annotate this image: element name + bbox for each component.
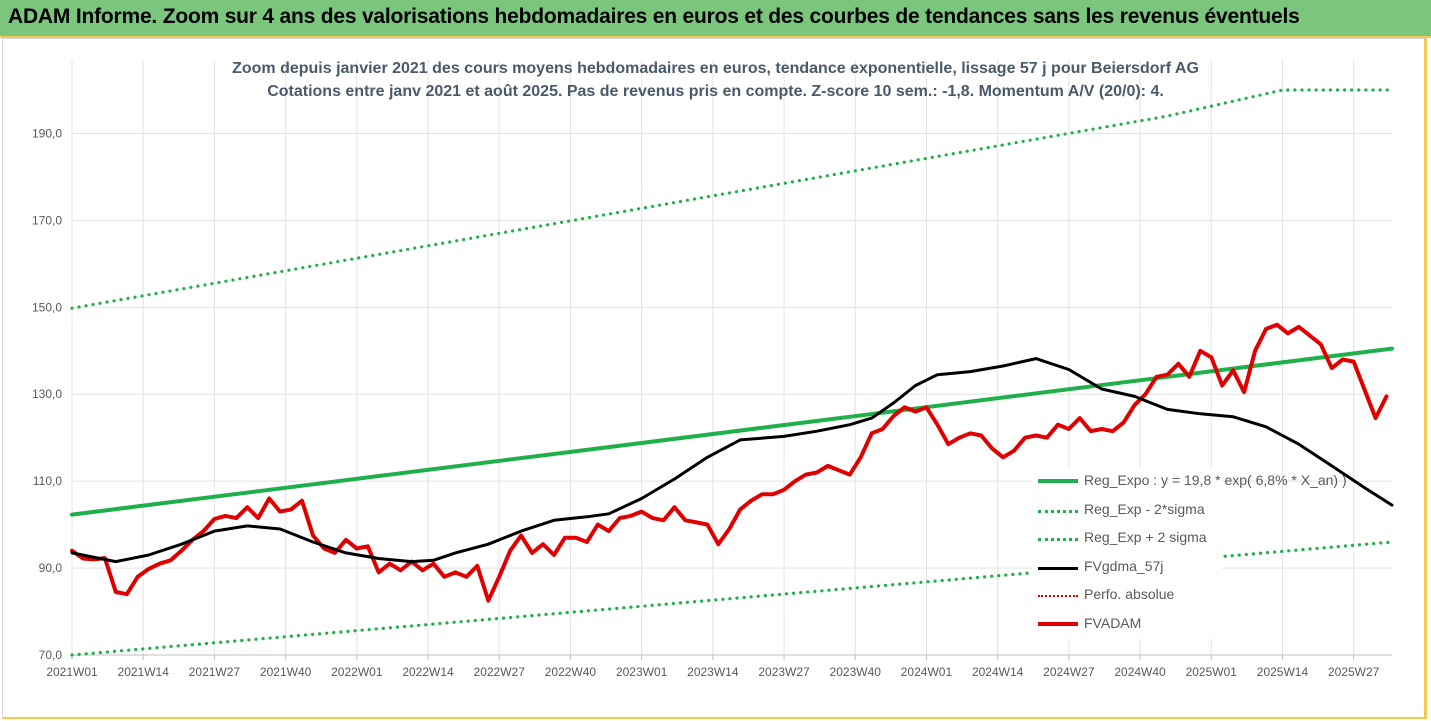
series-line-3 bbox=[70, 357, 1394, 564]
x-tick-label: 2023W14 bbox=[687, 665, 739, 679]
x-tick-label: 2022W14 bbox=[402, 665, 454, 679]
x-tick-label: 2024W01 bbox=[901, 665, 953, 679]
series-line-1 bbox=[70, 540, 1394, 657]
x-tick-label: 2021W14 bbox=[118, 665, 170, 679]
x-tick-label: 2024W27 bbox=[1043, 665, 1095, 679]
report-banner: ADAM Informe. Zoom sur 4 ans des valoris… bbox=[0, 0, 1431, 38]
legend-label: FVgdma_57j bbox=[1084, 557, 1164, 574]
x-tick-label: 2025W01 bbox=[1186, 665, 1238, 679]
legend-label: Reg_Expo : y = 19,8 * exp( 6,8% * X_an) … bbox=[1084, 472, 1347, 488]
x-tick-label: 2022W40 bbox=[545, 665, 597, 679]
legend-item-fvgdma: FVgdma_57j bbox=[1032, 554, 1222, 583]
legend-item-perfo: Perfo. absolue bbox=[1032, 582, 1222, 611]
y-tick-label: 170,0 bbox=[32, 213, 62, 227]
x-tick-label: 2023W40 bbox=[830, 665, 882, 679]
x-tick-label: 2023W27 bbox=[758, 665, 810, 679]
legend-label: Perfo. absolue bbox=[1084, 586, 1175, 602]
x-tick-label: 2025W14 bbox=[1257, 665, 1309, 679]
x-tick-label: 2021W27 bbox=[189, 665, 241, 679]
x-tick-label: 2021W40 bbox=[260, 665, 312, 679]
y-tick-label: 90,0 bbox=[39, 561, 63, 575]
legend-item-fvadam: FVADAM bbox=[1032, 611, 1222, 640]
y-tick-label: 70,0 bbox=[39, 648, 63, 662]
legend-label: FVADAM bbox=[1084, 614, 1142, 631]
x-axis-ticks: 2021W01 2021W14 2021W27 2021W40 2022W01 2022W… bbox=[46, 655, 1380, 679]
grid-lines bbox=[71, 60, 1392, 656]
x-tick-label: 2021W01 bbox=[46, 665, 98, 679]
legend-item-reg-exp-minus: Reg_Exp - 2*sigma bbox=[1032, 497, 1222, 526]
x-tick-label: 2022W27 bbox=[474, 665, 526, 679]
y-axis-ticks: 70,0 90,0 110,0 130,0 150,0 170,0 190,0 bbox=[32, 126, 62, 662]
x-tick-label: 2024W40 bbox=[1114, 665, 1166, 679]
legend-item-reg-exp-plus: Reg_Exp + 2 sigma bbox=[1032, 525, 1222, 554]
chart-legend: Reg_Expo : y = 19,8 * exp( 6,8% * X_an) … bbox=[1032, 468, 1347, 640]
banner-title: ADAM Informe. Zoom sur 4 ans des valoris… bbox=[8, 5, 1300, 28]
series-line-5 bbox=[70, 322, 1389, 603]
legend-item-reg-expo: Reg_Expo : y = 19,8 * exp( 6,8% * X_an) … bbox=[1032, 468, 1347, 497]
chart-frame bbox=[2, 38, 1427, 719]
chart-subtitle: Cotations entre janv 2021 et août 2025. … bbox=[267, 83, 1164, 100]
y-tick-label: 150,0 bbox=[32, 300, 62, 314]
y-tick-label: 110,0 bbox=[33, 474, 62, 488]
legend-label: Reg_Exp - 2*sigma bbox=[1084, 500, 1205, 517]
series-line-0 bbox=[70, 346, 1394, 517]
x-tick-label: 2023W01 bbox=[616, 665, 668, 679]
chart-title: Zoom depuis janvier 2021 des cours moyen… bbox=[232, 60, 1199, 77]
series-line-2 bbox=[70, 88, 1394, 310]
series-lines bbox=[70, 88, 1394, 657]
legend-label: Reg_Exp + 2 sigma bbox=[1084, 529, 1207, 545]
y-tick-label: 190,0 bbox=[32, 126, 62, 140]
x-tick-label: 2022W01 bbox=[331, 665, 383, 679]
x-tick-label: 2025W27 bbox=[1328, 665, 1380, 679]
x-tick-label: 2024W14 bbox=[972, 665, 1024, 679]
y-tick-label: 130,0 bbox=[32, 387, 62, 401]
